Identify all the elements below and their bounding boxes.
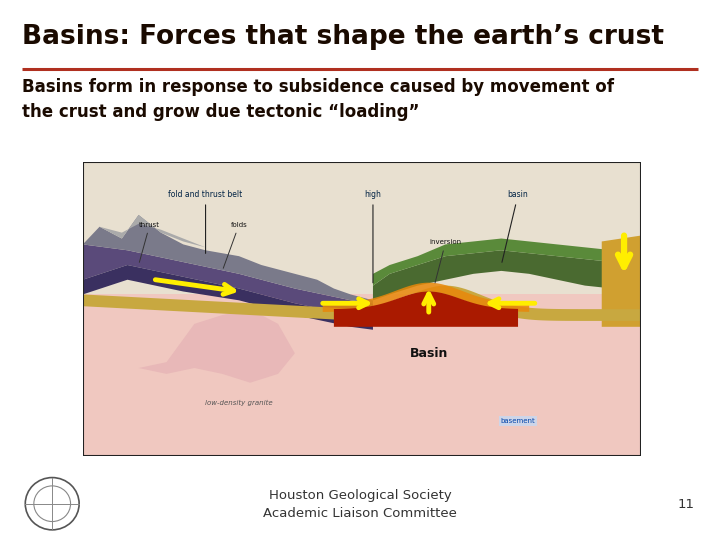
Text: Basins form in response to subsidence caused by movement of
the crust and grow d: Basins form in response to subsidence ca… [22, 78, 613, 120]
Text: low-density granite: low-density granite [205, 400, 273, 407]
Text: basin: basin [502, 190, 528, 262]
Polygon shape [83, 265, 373, 330]
Polygon shape [83, 215, 373, 303]
Polygon shape [83, 286, 641, 321]
Polygon shape [138, 309, 295, 383]
Text: fold and thrust belt: fold and thrust belt [168, 190, 243, 253]
Polygon shape [334, 292, 518, 327]
Text: Basin: Basin [410, 347, 448, 360]
Text: folds: folds [223, 222, 248, 268]
Polygon shape [99, 215, 206, 247]
Polygon shape [83, 245, 373, 318]
Polygon shape [602, 235, 641, 327]
Polygon shape [373, 250, 641, 300]
Text: thrust: thrust [139, 222, 161, 262]
Text: 11: 11 [678, 498, 695, 511]
Text: high: high [364, 190, 382, 283]
Text: Basins: Forces that shape the earth’s crust: Basins: Forces that shape the earth’s cr… [22, 24, 664, 50]
Bar [83, 162, 641, 294]
Polygon shape [323, 282, 529, 312]
Polygon shape [373, 239, 641, 286]
Text: basement: basement [500, 418, 536, 424]
Text: inversion: inversion [429, 239, 462, 283]
Bar [83, 294, 641, 456]
Text: Houston Geological Society
Academic Liaison Committee: Houston Geological Society Academic Liai… [263, 489, 457, 521]
